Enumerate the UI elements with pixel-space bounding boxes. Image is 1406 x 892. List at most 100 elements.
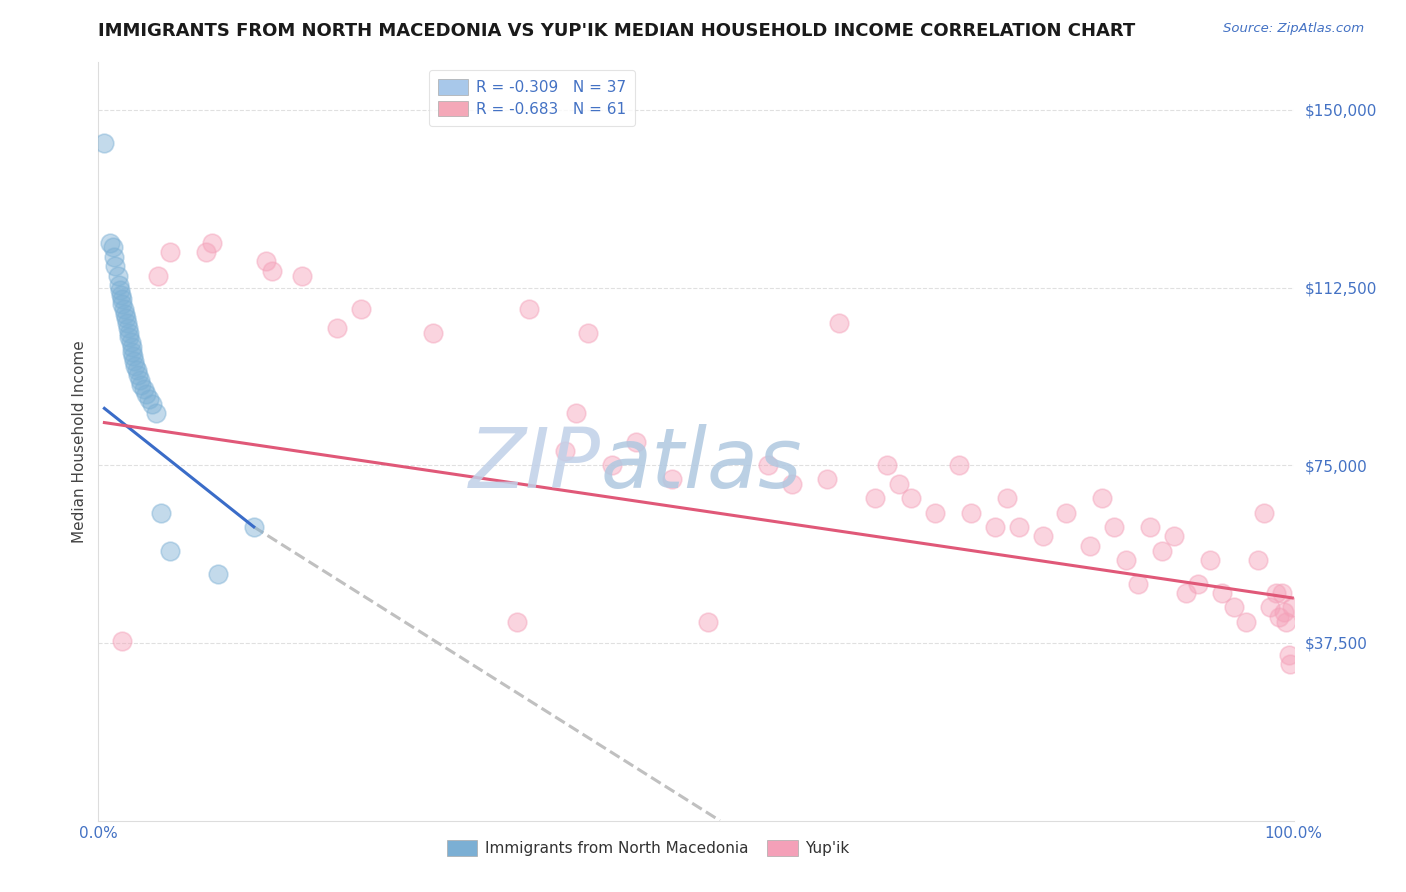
Point [1008, 520, 1031, 534]
Point [195, 244, 218, 259]
Point [780, 477, 803, 491]
Point [110, 287, 132, 301]
Point [115, 311, 138, 326]
Point [1253, 506, 1275, 520]
Point [1139, 520, 1161, 534]
Point [132, 383, 155, 397]
Point [1175, 586, 1198, 600]
Point [122, 349, 145, 363]
Point [1091, 491, 1114, 506]
Point [1264, 586, 1286, 600]
Point [756, 458, 779, 473]
Point [101, 240, 124, 254]
Point [148, 268, 170, 283]
Point [1199, 553, 1222, 567]
Point [103, 250, 125, 264]
Point [117, 320, 139, 334]
Point [960, 506, 983, 520]
Point [697, 615, 720, 629]
Point [93, 136, 115, 150]
Point [243, 520, 266, 534]
Text: ZIP: ZIP [468, 424, 600, 505]
Point [828, 316, 851, 330]
Point [115, 316, 138, 330]
Legend: Immigrants from North Macedonia, Yup'ik: Immigrants from North Macedonia, Yup'ik [441, 834, 855, 863]
Point [1115, 553, 1137, 567]
Point [111, 633, 134, 648]
Point [159, 244, 181, 259]
Point [1268, 610, 1291, 624]
Point [948, 458, 970, 473]
Text: atlas: atlas [600, 424, 801, 505]
Point [422, 326, 444, 340]
Point [131, 377, 153, 392]
Point [141, 396, 163, 410]
Point [984, 520, 1007, 534]
Point [1104, 520, 1126, 534]
Point [260, 264, 283, 278]
Point [118, 330, 141, 344]
Point [107, 268, 129, 283]
Point [1278, 648, 1301, 662]
Point [326, 320, 349, 334]
Point [112, 301, 135, 316]
Point [149, 506, 172, 520]
Point [98, 235, 122, 250]
Point [1272, 605, 1295, 619]
Point [111, 293, 134, 307]
Point [1056, 506, 1078, 520]
Point [291, 268, 314, 283]
Point [1271, 586, 1294, 600]
Point [104, 259, 127, 273]
Point [114, 307, 136, 321]
Point [900, 491, 922, 506]
Text: Source: ZipAtlas.com: Source: ZipAtlas.com [1223, 22, 1364, 36]
Point [889, 477, 911, 491]
Point [1187, 576, 1209, 591]
Point [1247, 553, 1270, 567]
Point [118, 326, 141, 340]
Point [995, 491, 1018, 506]
Point [578, 326, 600, 340]
Y-axis label: Median Household Income: Median Household Income [72, 340, 87, 543]
Point [661, 473, 683, 487]
Point [121, 344, 143, 359]
Point [350, 301, 373, 316]
Point [1278, 657, 1301, 672]
Point [159, 543, 181, 558]
Point [107, 278, 129, 293]
Point [517, 301, 540, 316]
Point [129, 373, 152, 387]
Point [135, 387, 157, 401]
Point [120, 334, 142, 349]
Point [506, 615, 529, 629]
Point [1223, 600, 1246, 615]
Point [1163, 529, 1185, 543]
Point [207, 567, 229, 582]
Point [924, 506, 946, 520]
Point [1152, 543, 1174, 558]
Point [554, 444, 576, 458]
Point [876, 458, 898, 473]
Point [138, 392, 160, 406]
Point [254, 254, 277, 268]
Point [1258, 600, 1281, 615]
Point [124, 359, 146, 373]
Point [1281, 600, 1303, 615]
Point [111, 297, 134, 311]
Point [1211, 586, 1233, 600]
Point [145, 406, 167, 420]
Point [125, 363, 148, 377]
Point [1275, 615, 1298, 629]
Point [124, 354, 146, 368]
Point [815, 473, 838, 487]
Point [1080, 539, 1102, 553]
Point [626, 434, 648, 449]
Point [1032, 529, 1054, 543]
Point [865, 491, 887, 506]
Point [565, 406, 588, 420]
Point [602, 458, 624, 473]
Point [108, 283, 131, 297]
Point [121, 340, 143, 354]
Text: IMMIGRANTS FROM NORTH MACEDONIA VS YUP'IK MEDIAN HOUSEHOLD INCOME CORRELATION CH: IMMIGRANTS FROM NORTH MACEDONIA VS YUP'I… [98, 22, 1136, 40]
